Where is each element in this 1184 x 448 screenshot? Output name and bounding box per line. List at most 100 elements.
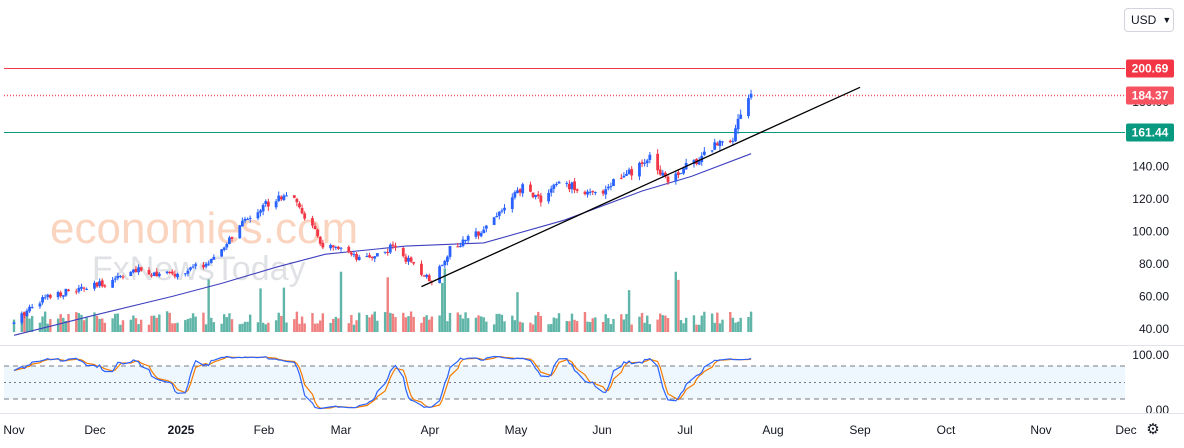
candle-body — [38, 303, 42, 307]
candle-body — [425, 274, 429, 277]
candle-body — [495, 215, 499, 218]
volume-bar — [721, 319, 724, 332]
volume-bar — [703, 311, 706, 332]
candle-body — [74, 291, 78, 293]
volume-bar — [609, 324, 613, 332]
candle-body — [165, 271, 169, 274]
candle-body — [313, 225, 317, 230]
time-tick: Feb — [254, 423, 275, 437]
candle-body — [573, 181, 576, 190]
volume-bar — [280, 315, 283, 332]
volume-bar — [627, 290, 631, 332]
gear-icon[interactable]: ⚙ — [1146, 421, 1160, 438]
price-tick: 100.00 — [1132, 225, 1169, 239]
candle-body — [474, 231, 478, 237]
volume-bar — [223, 314, 226, 332]
candle-body — [648, 154, 652, 160]
candle-body — [394, 245, 397, 248]
candle-body — [365, 256, 369, 258]
volume-bar — [461, 318, 465, 332]
volume-bar — [101, 318, 104, 332]
volume-bar — [165, 311, 169, 332]
volume-bar — [638, 316, 641, 332]
candle-body — [194, 264, 198, 266]
candle-body — [731, 140, 735, 142]
candle-body — [176, 273, 179, 278]
time-tick: Nov — [3, 423, 24, 437]
volume-bar — [228, 313, 231, 332]
volume-bar — [466, 318, 470, 332]
candles — [12, 89, 753, 325]
candle-body — [484, 225, 488, 229]
candle-body — [702, 151, 706, 155]
volume-bar — [422, 316, 426, 332]
volume-bar — [503, 321, 506, 332]
time-tick: Apr — [421, 423, 440, 437]
candle-body — [721, 141, 724, 143]
volume-bar — [184, 320, 187, 332]
candle-body — [386, 251, 390, 253]
volume-bar — [64, 320, 68, 332]
candle-body — [12, 322, 16, 324]
stochastic-pane — [0, 345, 1184, 410]
candle-body — [461, 239, 465, 246]
time-tick: May — [505, 423, 528, 437]
candle-body — [713, 142, 717, 150]
volume-bar — [121, 320, 125, 332]
candle-body — [277, 195, 281, 201]
candle-body — [225, 243, 229, 248]
volume-bar — [220, 323, 223, 332]
volume-bar — [716, 312, 719, 332]
candle-body — [228, 237, 231, 244]
candle-body — [113, 278, 117, 280]
candle-body — [349, 252, 353, 255]
volume-bar — [230, 319, 234, 332]
volume-bar — [648, 324, 652, 332]
volume-bar — [93, 312, 96, 332]
candle-body — [422, 275, 426, 277]
candle-body — [604, 189, 608, 195]
candle-body — [500, 210, 504, 212]
candle-body — [612, 179, 615, 187]
volume-bar — [152, 315, 156, 332]
trendline[interactable] — [421, 86, 861, 288]
price-tick: 60.00 — [1139, 289, 1169, 303]
candle-body — [710, 150, 714, 152]
candle-body — [456, 246, 460, 248]
volume-bar — [446, 321, 449, 332]
volume-bar — [43, 311, 47, 332]
candle-body — [357, 256, 361, 261]
volume-bar — [420, 322, 423, 332]
candle-body — [534, 195, 538, 197]
candle-body — [266, 201, 270, 207]
time-tick: Sep — [849, 423, 871, 437]
volume-bar — [570, 313, 574, 332]
candle-body — [220, 249, 224, 257]
candle-body — [658, 169, 662, 175]
candle-body — [147, 270, 151, 275]
currency-dropdown[interactable]: USD ▼ — [1124, 8, 1174, 32]
candle-body — [318, 236, 322, 244]
candle-body — [391, 244, 395, 246]
time-tick: Jun — [592, 423, 611, 437]
volume-bar — [394, 317, 397, 332]
volume-bar — [441, 282, 444, 332]
volume-bar — [594, 317, 597, 332]
volume-bar — [62, 317, 65, 332]
volume-bar — [38, 322, 42, 332]
volume-bar — [521, 322, 524, 332]
volume-bar — [171, 323, 174, 332]
volume-bar — [601, 321, 605, 332]
candle-body — [282, 195, 286, 200]
volume-bar — [313, 323, 317, 332]
candle-body — [22, 312, 26, 316]
volume-bar — [28, 318, 31, 332]
volume-bar — [586, 321, 589, 332]
candle-body — [446, 256, 449, 262]
horizontal-levels — [4, 68, 1125, 133]
candle-body — [152, 272, 156, 276]
candle-body — [747, 98, 750, 117]
volume-bar — [49, 319, 52, 332]
candle-body — [448, 246, 452, 257]
